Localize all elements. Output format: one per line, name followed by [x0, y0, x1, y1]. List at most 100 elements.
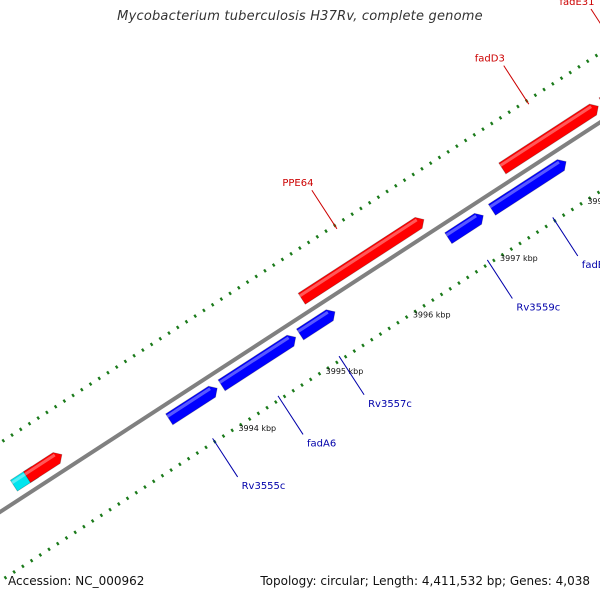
outer-ring-tick [402, 178, 407, 183]
gene-label[interactable]: fadE30 [582, 260, 600, 271]
inner-ring-tick [361, 343, 365, 348]
outer-ring-tick [245, 280, 250, 285]
gene-arrow[interactable] [165, 385, 218, 426]
outer-ring-tick [394, 183, 398, 188]
gene-label[interactable]: fadE31 [559, 0, 594, 8]
inner-ring-tick [526, 235, 531, 240]
inner-ring-tick [29, 558, 34, 563]
outer-ring-tick [184, 319, 189, 324]
outer-ring-tick [315, 234, 320, 239]
gene-arrow[interactable] [22, 452, 63, 484]
ruler-label: 3996 kbp [413, 311, 451, 320]
gene-label-leader [311, 189, 338, 230]
outer-ring-tick [219, 297, 224, 302]
ruler-label: 3995 kbp [326, 367, 364, 376]
outer-ring-tick [158, 336, 163, 341]
gene-label[interactable]: fadD3 [475, 54, 505, 65]
gene-arrow[interactable] [217, 334, 297, 392]
ruler-label: 3994 kbp [238, 424, 276, 433]
outer-ring-tick [411, 172, 416, 177]
inner-ring-tick [448, 286, 453, 291]
outer-ring-tick [516, 104, 520, 109]
gene-arrow-highlight [445, 214, 477, 237]
gene-arrow-ppe64[interactable] [297, 216, 425, 305]
gene-arrow[interactable] [444, 212, 484, 245]
gene-label[interactable]: fadA6 [307, 438, 336, 449]
gene-arrow[interactable] [487, 159, 567, 216]
map-title: Mycobacterium tuberculosis H37Rv, comple… [117, 9, 483, 24]
outer-ring-tick [585, 59, 590, 64]
gene-label[interactable]: Rv3555c [242, 481, 286, 492]
inner-ring-tick [143, 485, 147, 489]
outer-ring-tick [341, 217, 346, 222]
outer-ring-tick [62, 399, 67, 403]
outer-ring-tick [437, 155, 442, 160]
inner-ring-tick [439, 292, 444, 297]
inner-ring-tick [125, 496, 130, 501]
inner-ring-tick [151, 479, 156, 484]
inner-ring-tick [90, 519, 95, 523]
inner-ring-tick [457, 281, 461, 286]
outer-ring-tick [175, 325, 180, 330]
gene-label[interactable]: PPE64 [282, 178, 313, 189]
inner-ring-tick [588, 196, 592, 201]
inner-ring-tick [492, 258, 496, 263]
gene-arrow-highlight [499, 105, 592, 167]
gene-label[interactable]: Rv3557c [368, 399, 412, 410]
outer-ring-tick [202, 308, 206, 313]
inner-ring-tick [204, 445, 208, 450]
outer-ring-tick [594, 53, 599, 58]
inner-ring-tick [579, 201, 583, 206]
outer-ring-tick [481, 127, 485, 132]
inner-ring-tick [64, 536, 69, 540]
inner-ring-tick [117, 502, 121, 506]
inner-ring-tick [12, 570, 16, 574]
inner-ring-tick [3, 575, 8, 580]
inner-ring-tick [160, 473, 165, 478]
outer-ring-tick [472, 132, 477, 137]
outer-ring-tick [237, 285, 241, 290]
outer-ring-tick [507, 110, 511, 115]
gene-arrow-highlight [24, 453, 56, 476]
outer-ring-tick [1, 438, 6, 443]
outer-ring-tick [141, 348, 145, 353]
inner-ring-tick [431, 298, 435, 303]
outer-ring-tick [324, 229, 328, 234]
gene-label-leader [552, 217, 579, 257]
gene-arrow-highlight [489, 160, 560, 209]
inner-ring-tick [483, 264, 487, 269]
inner-ring-tick [239, 422, 243, 427]
inner-ring-tick [343, 354, 348, 359]
inner-ring-tick [134, 490, 139, 495]
gene-label[interactable]: Rv3559c [516, 303, 560, 314]
ruler-label: 3997 kbp [500, 254, 538, 263]
accession-text: Accession: NC_000962 [8, 574, 145, 588]
inner-ring-tick [169, 468, 173, 472]
gene-arrow[interactable] [295, 309, 336, 341]
inner-ring-tick [378, 332, 383, 337]
outer-ring-tick [306, 240, 311, 245]
gene-track [9, 96, 600, 492]
inner-ring-tick [326, 366, 330, 370]
outer-ring-tick [10, 433, 14, 437]
inner-ring-tick [474, 269, 479, 274]
outer-ring-tick [71, 393, 75, 398]
inner-tick-ring [3, 190, 600, 580]
outer-ring-tick [359, 206, 363, 211]
outer-ring-tick [420, 166, 424, 171]
outer-ring-tick [289, 251, 293, 256]
gene-arrow-fadd3[interactable] [498, 103, 599, 175]
outer-ring-tick [428, 161, 433, 166]
inner-ring-tick [369, 337, 374, 342]
inner-ring-tick [82, 524, 86, 529]
inner-ring-tick [500, 252, 505, 257]
inner-ring-tick [265, 405, 269, 410]
outer-ring-tick [559, 76, 564, 81]
outer-ring-tick [193, 314, 197, 319]
inner-ring-tick [38, 553, 43, 557]
outer-ring-tick [455, 144, 459, 149]
outer-ring-tick [350, 212, 354, 217]
inner-ring-tick [596, 190, 600, 195]
gene-label-leader [503, 65, 530, 105]
